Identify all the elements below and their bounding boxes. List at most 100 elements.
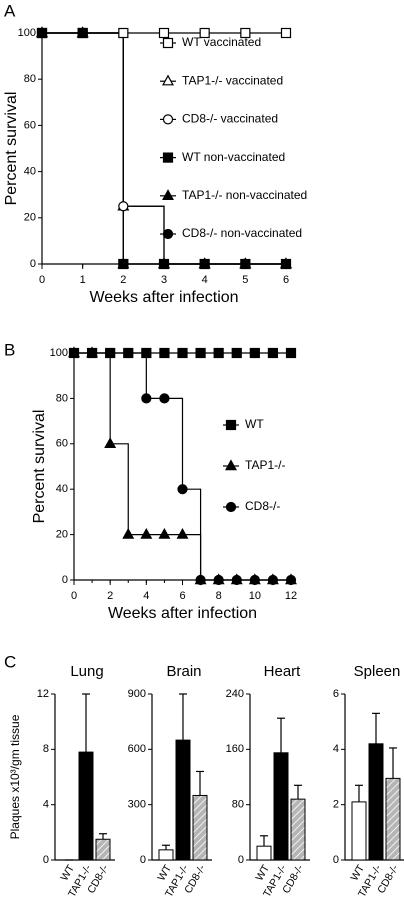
point [159, 393, 170, 404]
legend-marker [162, 189, 174, 200]
chart-title: Lung [70, 663, 103, 680]
bar [95, 838, 111, 861]
survival-step [82, 32, 124, 264]
point [177, 484, 188, 495]
point [285, 574, 297, 586]
survival-step [82, 32, 124, 264]
legend-marker [162, 152, 174, 163]
bar [78, 751, 94, 861]
survival-step [110, 443, 129, 535]
survival-step [123, 205, 165, 264]
legend-label: WT vaccinated [182, 35, 261, 49]
chart-title: Spleen [354, 663, 401, 680]
survival-step [82, 32, 124, 207]
survival-step [123, 205, 165, 264]
y-tick-label: 300 [128, 799, 146, 811]
legend-label: CD8-/- vaccinated [182, 112, 278, 126]
chart-title: Brain [166, 663, 201, 680]
legend-label: WT non-vaccinated [182, 150, 285, 164]
point [118, 258, 129, 270]
bar [256, 845, 272, 861]
point [86, 347, 98, 359]
legend-marker [162, 114, 174, 125]
point [231, 574, 242, 586]
point [105, 347, 116, 359]
bar [192, 794, 208, 861]
point [36, 27, 48, 39]
panel-label: A [4, 1, 16, 20]
bar [351, 801, 367, 861]
x-tick-label: 10 [249, 590, 261, 602]
point [285, 347, 297, 359]
point [159, 347, 170, 359]
x-tick-label: 6 [283, 274, 289, 286]
legend-label: CD8-/- [245, 499, 280, 513]
bar [290, 798, 306, 861]
y-tick-label: 40 [56, 483, 68, 495]
y-tick-label: 80 [56, 392, 68, 404]
legend-label: TAP1-/- vaccinated [182, 73, 283, 87]
y-tick-label: 60 [24, 119, 36, 131]
x-tick-label: 8 [216, 590, 222, 602]
y-tick-label: 0 [333, 854, 339, 866]
x-tick-label: 6 [179, 590, 185, 602]
x-tick-label: 12 [285, 590, 297, 602]
legend-marker [225, 419, 237, 431]
survival-step [82, 32, 124, 264]
point [118, 27, 129, 39]
point [240, 27, 251, 39]
survival-step [128, 352, 147, 399]
legend-marker [225, 459, 237, 471]
point [280, 258, 292, 270]
x-tick-label: 5 [242, 274, 248, 286]
point [249, 347, 260, 359]
point [68, 347, 80, 359]
point [141, 347, 152, 359]
point [176, 527, 189, 539]
bar [158, 849, 174, 861]
legend-marker [162, 74, 174, 86]
point [195, 574, 206, 586]
point [199, 258, 210, 270]
panel-label: C [4, 652, 16, 671]
legend-label: TAP1-/- [245, 458, 285, 472]
y-tick-label: 6 [333, 688, 339, 700]
y-tick-label: 4 [43, 799, 49, 811]
bar [273, 752, 289, 861]
x-tick-label: 4 [202, 274, 208, 286]
point [158, 258, 170, 270]
bar [385, 777, 401, 861]
x-tick-label: 0 [39, 274, 45, 286]
legend-marker [162, 228, 174, 240]
survival-step [164, 397, 184, 490]
y-tick-label: 100 [50, 347, 68, 359]
y-tick-label: 20 [56, 529, 68, 541]
y-tick-label: 160 [226, 743, 244, 755]
point [213, 347, 224, 359]
y-tick-label: 0 [30, 258, 36, 270]
legend-marker [162, 37, 174, 49]
point [195, 347, 206, 359]
point [267, 347, 279, 359]
point [177, 347, 188, 359]
x-axis-title: Weeks after infection [108, 605, 257, 622]
x-tick-label: 0 [71, 590, 77, 602]
point [213, 574, 224, 586]
point [141, 393, 152, 404]
point [123, 347, 134, 359]
point [118, 201, 129, 212]
x-tick-label: 2 [107, 590, 113, 602]
bar [368, 743, 384, 861]
point [267, 574, 279, 586]
y-tick-label: 240 [226, 688, 244, 700]
x-tick-label: 1 [80, 274, 86, 286]
y-axis-title: Plaques x10³/gm tissue [8, 714, 22, 839]
x-tick-label: 3 [161, 274, 167, 286]
y-tick-label: 0 [62, 574, 68, 586]
point [158, 27, 170, 39]
legend-marker [225, 501, 237, 513]
point [249, 574, 260, 586]
x-tick-label: 2 [120, 274, 126, 286]
